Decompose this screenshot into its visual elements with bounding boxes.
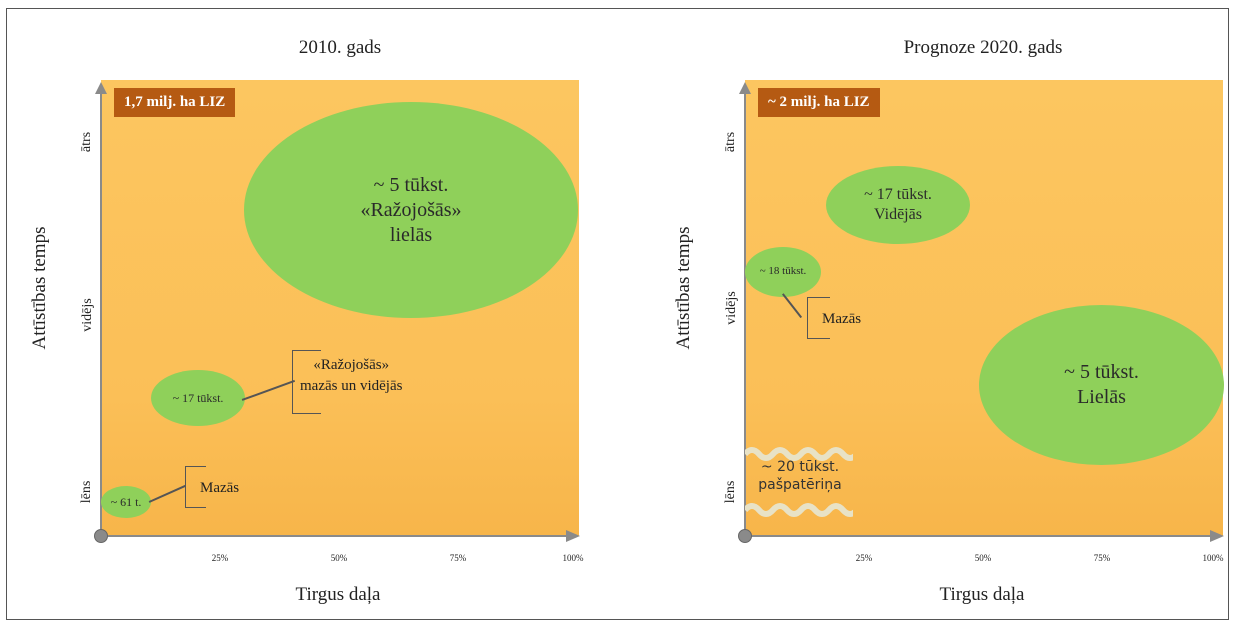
bubble-large: ~ 5 tūkst. Lielās xyxy=(979,305,1224,465)
origin-dot xyxy=(94,529,108,543)
figure-frame xyxy=(6,8,1229,620)
x-axis-label: Tirgus daļa xyxy=(295,584,381,605)
panel-title: 2010. gads xyxy=(298,37,382,58)
bracket xyxy=(292,350,321,414)
y-tick-fast: ātrs xyxy=(723,131,738,153)
area-label: 1,7 milj. ha LIZ xyxy=(114,88,236,117)
x-tick-100: 100% xyxy=(1202,553,1224,563)
note-small-medium-producers: «Ražojošās» mazās un vidējās xyxy=(300,357,403,394)
x-tick-100: 100% xyxy=(562,553,584,563)
y-tick-medium: vidējs xyxy=(724,291,739,325)
x-tick-75: 75% xyxy=(449,553,467,563)
wave-top xyxy=(745,447,853,461)
bubble-large-producers: ~ 5 tūkst. «Ražojošās» lielās xyxy=(244,102,578,318)
x-axis xyxy=(101,535,571,537)
bubble-small: ~ 18 tūkst. xyxy=(745,247,821,297)
x-tick-25: 25% xyxy=(855,553,873,563)
y-axis-arrow-icon xyxy=(739,82,751,94)
note-subsistence: ~ 20 tūkst. pašpatēriņa xyxy=(758,459,842,493)
subsistence-band xyxy=(745,447,853,517)
wave-bottom xyxy=(745,503,853,517)
bracket xyxy=(185,466,206,508)
x-tick-50: 50% xyxy=(330,553,348,563)
y-axis-arrow-icon xyxy=(95,82,107,94)
panel-title: Prognoze 2020. gads xyxy=(903,37,1063,58)
bubble-small: ~ 61 t. xyxy=(101,486,151,518)
y-axis xyxy=(744,92,746,536)
y-tick-fast: ātrs xyxy=(79,131,94,153)
y-tick-medium: vidējs xyxy=(80,298,95,332)
origin-dot xyxy=(738,529,752,543)
y-axis xyxy=(100,92,102,536)
x-axis-arrow-icon xyxy=(1210,530,1224,542)
x-tick-25: 25% xyxy=(211,553,229,563)
x-axis xyxy=(745,535,1215,537)
x-axis-arrow-icon xyxy=(566,530,580,542)
note-small: Mazās xyxy=(822,311,862,327)
x-tick-50: 50% xyxy=(974,553,992,563)
bracket xyxy=(807,297,830,339)
y-axis-label: Attīstības temps xyxy=(673,226,694,350)
x-tick-75: 75% xyxy=(1093,553,1111,563)
bubble-medium: ~ 17 tūkst. Vidējās xyxy=(826,166,970,244)
y-tick-slow: lēns xyxy=(723,480,738,504)
y-tick-slow: lēns xyxy=(79,480,94,504)
bubble-small-medium-producers: ~ 17 tūkst. xyxy=(151,370,245,426)
y-axis-label: Attīstības temps xyxy=(29,226,50,350)
area-label: ~ 2 milj. ha LIZ xyxy=(758,88,880,117)
note-small: Mazās xyxy=(200,480,240,496)
x-axis-label: Tirgus daļa xyxy=(939,584,1025,605)
